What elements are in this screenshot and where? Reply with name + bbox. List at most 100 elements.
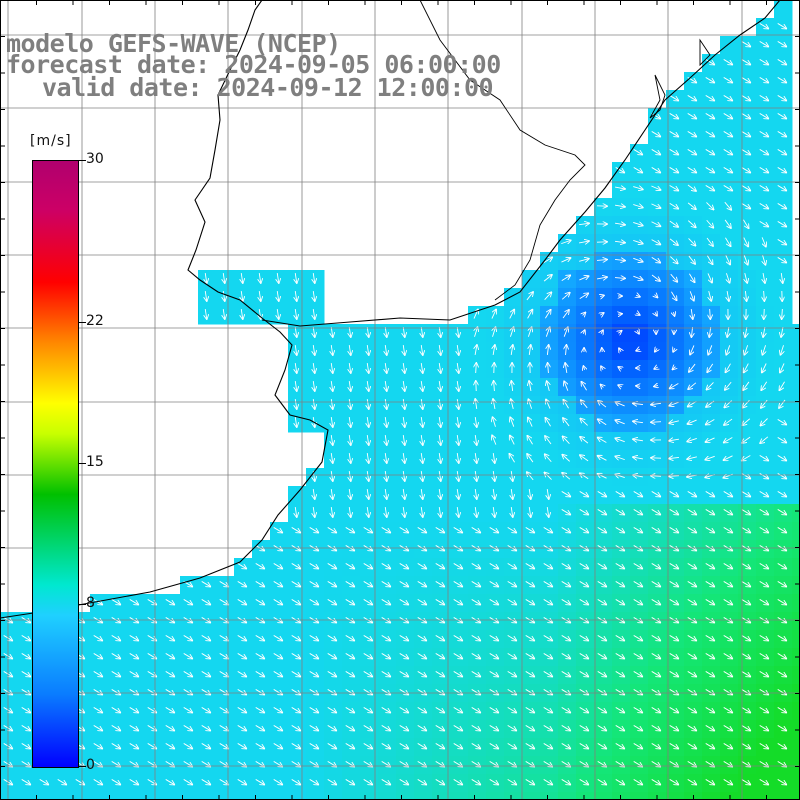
ocean-cell [306,396,325,415]
wind-arrow [777,95,787,100]
colorbar-tick-label: 30 [86,151,104,167]
ocean-cell [648,180,667,199]
wind-arrow [777,221,787,226]
ocean-cell [756,360,775,379]
ocean-cell [360,486,379,505]
ocean-cell [612,270,631,289]
ocean-cell [450,486,469,505]
ocean-cell [360,324,379,343]
wind-arrow [259,290,260,301]
wind-arrow [561,275,570,282]
ocean-cell [468,306,487,325]
ocean-cell [396,504,415,523]
ocean-cell [504,342,523,361]
ocean-cell [756,378,775,397]
ocean-cell [360,432,379,451]
wind-arrow [583,330,585,334]
wind-arrow [579,259,589,262]
ocean-cell [360,342,379,361]
ocean-cell [774,0,793,19]
ocean-cell [360,504,379,523]
wind-arrow [651,149,661,154]
ocean-cell [594,270,613,289]
ocean-cell [234,792,253,800]
ocean-cell [612,414,631,433]
ocean-cell [720,396,739,415]
wind-arrow [596,277,607,279]
ocean-cell [540,270,559,289]
ocean-cell [252,270,271,289]
ocean-cell [288,270,307,289]
ocean-cell [738,270,757,289]
ocean-cell [396,342,415,361]
ocean-cell [684,288,703,307]
ocean-cell [792,702,800,721]
wind-arrow [777,23,787,28]
wind-arrow [777,167,787,172]
ocean-cell [306,792,325,800]
ocean-cell [306,504,325,523]
ocean-cell [342,792,361,800]
ocean-cell [324,504,343,523]
ocean-cell [702,792,721,800]
ocean-cell [216,792,235,800]
ocean-cell [306,342,325,361]
ocean-cell [594,450,613,469]
ocean-cell [396,324,415,343]
ocean-cell [540,378,559,397]
ocean-cell [702,378,721,397]
ocean-cell [792,414,800,433]
ocean-cell [576,324,595,343]
wind-arrow [741,41,751,46]
ocean-cell [558,234,577,253]
ocean-cell [342,450,361,469]
ocean-cell [612,198,631,217]
ocean-cell [414,432,433,451]
ocean-cell [324,486,343,505]
ocean-cell [738,414,757,433]
wind-arrow [633,167,643,172]
wind-arrow [331,344,332,355]
ocean-cell [666,396,685,415]
ocean-cell [720,306,739,325]
ocean-cell [792,468,800,487]
ocean-cell [576,288,595,307]
ocean-cell [198,306,217,325]
wind-arrow [689,273,694,283]
wind-arrow [439,326,440,337]
wind-arrow [349,344,350,355]
ocean-cell [504,468,523,487]
colorbar-tick-mark [78,321,86,323]
wind-arrow [601,330,603,333]
ocean-cell [594,342,613,361]
ocean-cell [756,324,775,343]
wind-arrow [669,238,678,245]
ocean-cell [504,504,523,523]
wind-arrow [709,326,710,337]
ocean-cell [630,180,649,199]
wind-arrow [205,272,206,283]
ocean-cell [486,360,505,379]
ocean-cell [792,720,800,739]
ocean-cell [612,396,631,415]
ocean-cell [450,324,469,343]
ocean-cell [234,306,253,325]
ocean-cell [342,468,361,487]
wind-arrow [223,308,224,319]
wind-arrow [295,290,296,301]
wind-arrow [687,202,696,209]
ocean-cell [738,378,757,397]
wind-arrow [687,113,697,118]
ocean-cell [522,504,541,523]
ocean-cell [360,378,379,397]
wind-arrow [277,272,278,283]
wind-arrow [277,290,278,301]
wind-arrow [543,257,553,264]
valid-date: valid date: 2024-09-12 12:00:00 [42,73,494,102]
wind-arrow [723,167,733,172]
ocean-cell [774,306,793,325]
wind-arrow [759,203,769,208]
ocean-cell [720,270,739,289]
wind-arrow [651,113,661,118]
ocean-cell [378,396,397,415]
